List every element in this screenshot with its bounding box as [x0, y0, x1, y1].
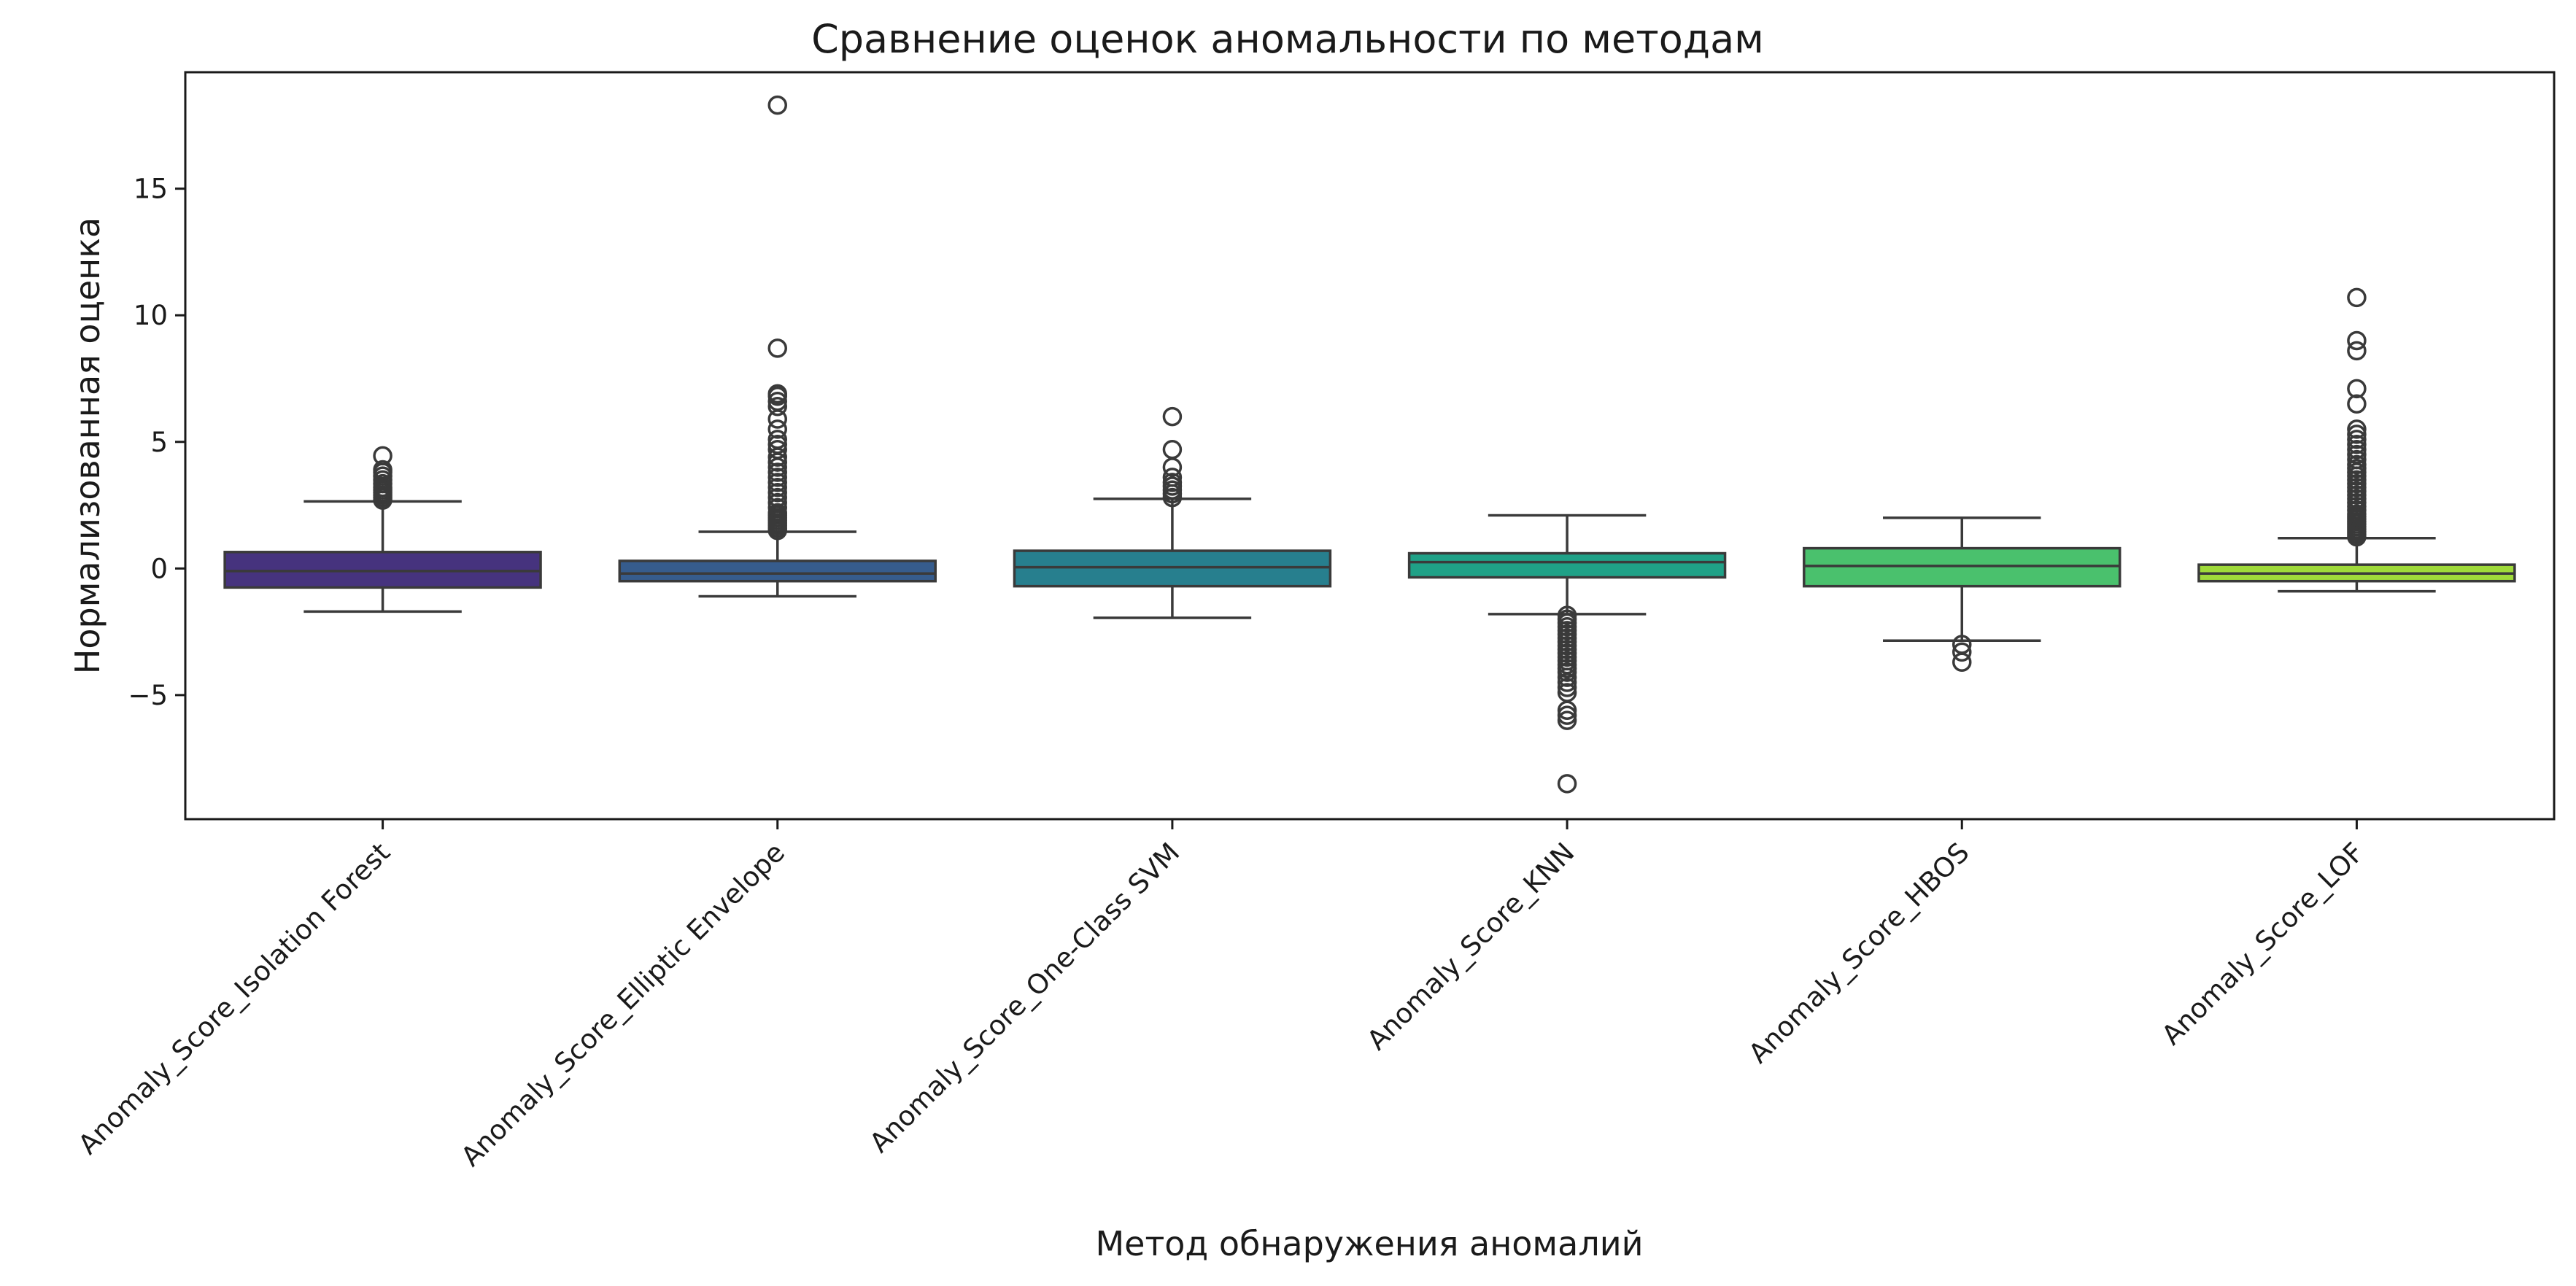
chart-title: Сравнение оценок аномальности по методам — [811, 16, 1764, 62]
outlier-point — [767, 338, 787, 358]
outlier-point — [2347, 430, 2367, 449]
box — [1407, 551, 1727, 579]
y-tick-label: 15 — [134, 174, 168, 205]
outlier-point — [1557, 673, 1577, 692]
box — [618, 559, 937, 583]
x-tick-label: Anomaly_Score_One-Class SVM — [864, 837, 1186, 1159]
outlier-point — [767, 492, 787, 513]
outlier-point — [767, 482, 787, 503]
outlier-point — [1162, 468, 1183, 487]
outlier-point — [1557, 678, 1577, 697]
outlier-point — [767, 468, 787, 487]
outlier-point — [767, 95, 787, 115]
outlier-point — [1557, 667, 1577, 687]
outlier-point — [2347, 454, 2367, 475]
outlier-point — [2347, 379, 2367, 399]
outlier-point — [1162, 439, 1183, 460]
outlier-point — [767, 419, 787, 439]
outlier-point — [2347, 444, 2367, 465]
outlier-point — [767, 503, 787, 523]
outlier-point — [2347, 439, 2367, 460]
y-tick-label: 5 — [150, 427, 168, 458]
outlier-point — [2347, 425, 2367, 444]
outlier-point — [2347, 287, 2367, 308]
outlier-point — [767, 487, 787, 508]
x-tick-label: Anomaly_Score_Elliptic Envelope — [455, 837, 791, 1172]
outlier-point — [2347, 435, 2367, 454]
plot-frame — [184, 71, 2556, 821]
x-tick-label: Anomaly_Score_HBOS — [1743, 837, 1976, 1069]
outlier-point — [767, 396, 787, 417]
outlier-point — [767, 392, 787, 411]
y-tick-label: 10 — [134, 300, 168, 331]
x-tick-label: Anomaly_Score_LOF — [2156, 837, 2370, 1051]
x-axis: Anomaly_Score_Isolation Forest Anomaly_Sc… — [72, 819, 2370, 1172]
outlier-point — [767, 478, 787, 497]
outlier-point — [767, 384, 787, 404]
y-axis: −5 0 5 10 15 — [128, 174, 185, 711]
outlier-point — [373, 446, 392, 466]
box-group — [2197, 287, 2516, 593]
x-tick-label: Anomaly_Score_KNN — [1361, 837, 1581, 1056]
outlier-point — [767, 462, 787, 482]
outlier-point — [1557, 710, 1577, 730]
outlier-point — [2347, 449, 2367, 470]
outlier-point — [2347, 394, 2367, 414]
y-tick-label: −5 — [128, 680, 168, 711]
box-group — [618, 95, 937, 598]
outlier-point — [1557, 774, 1577, 794]
outlier-point — [1557, 662, 1577, 682]
box-group — [1407, 514, 1727, 794]
outlier-point — [1162, 473, 1183, 492]
outlier-point — [767, 497, 787, 518]
outlier-point — [1952, 642, 1972, 662]
x-tick-label: Anomaly_Score_Isolation Forest — [72, 837, 396, 1161]
outlier-point — [767, 435, 787, 454]
outlier-point — [1162, 406, 1183, 427]
outlier-point — [767, 439, 787, 460]
x-axis-label: Метод обнаружения аномалий — [1095, 1224, 1643, 1263]
outlier-point — [1557, 705, 1577, 725]
outlier-point — [1952, 652, 1972, 673]
outlier-point — [2347, 341, 2367, 361]
outlier-point — [2347, 330, 2367, 351]
box-group — [223, 446, 542, 613]
y-axis-label: Нормализованная оценка — [68, 217, 107, 674]
y-tick-label: 0 — [150, 553, 168, 584]
box-group — [1803, 516, 2121, 673]
outlier-point — [1557, 700, 1577, 720]
box-group — [1013, 406, 1332, 619]
outlier-point — [2347, 419, 2367, 439]
outlier-point — [767, 430, 787, 449]
outlier-point — [373, 460, 392, 480]
outlier-point — [767, 473, 787, 492]
plot-area — [223, 95, 2516, 794]
